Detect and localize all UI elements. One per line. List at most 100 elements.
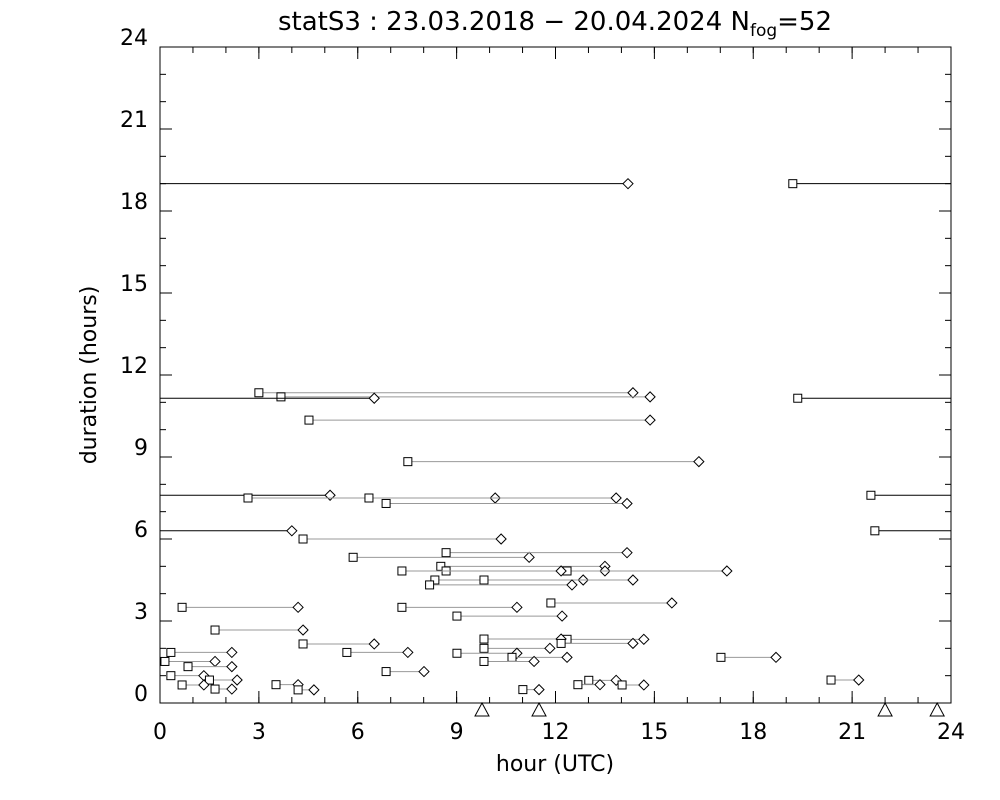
y-tick-label: 24 [120, 26, 148, 51]
end-marker [644, 391, 656, 403]
start-marker [276, 392, 286, 402]
start-marker [243, 493, 253, 503]
end-marker [402, 646, 414, 659]
axis-triangle [474, 701, 490, 717]
start-marker [430, 575, 440, 585]
plot-frame [159, 46, 952, 704]
end-marker [368, 392, 380, 404]
start-marker [403, 457, 413, 467]
start-marker [177, 680, 187, 690]
x-tick-label: 12 [542, 720, 570, 745]
end-marker [666, 597, 678, 609]
y-tick-label: 18 [120, 190, 148, 215]
end-marker [621, 546, 633, 559]
end-marker [621, 497, 633, 510]
end-marker [622, 177, 634, 190]
start-marker [204, 675, 214, 685]
start-marker [381, 667, 391, 677]
end-marker [721, 565, 733, 577]
start-marker [573, 680, 583, 690]
end-marker [627, 637, 639, 650]
start-marker [397, 566, 407, 576]
start-marker [160, 656, 170, 666]
x-tick-label: 24 [937, 720, 965, 745]
end-marker [610, 492, 622, 504]
start-marker [348, 552, 358, 562]
start-marker [304, 415, 314, 425]
end-marker [770, 651, 782, 664]
start-marker [788, 179, 798, 189]
start-marker [479, 634, 489, 644]
start-marker [556, 638, 566, 648]
start-marker [793, 393, 803, 403]
start-marker [507, 652, 517, 662]
y-tick-label: 6 [134, 518, 148, 543]
end-marker [495, 533, 507, 545]
start-marker [271, 680, 281, 690]
start-marker [866, 490, 876, 500]
start-marker [584, 675, 594, 685]
end-marker [544, 642, 556, 655]
x-axis-label: hour (UTC) [496, 752, 614, 777]
end-marker [226, 683, 238, 695]
start-marker [364, 493, 374, 503]
y-tick-label: 9 [134, 436, 148, 461]
end-marker [556, 610, 568, 622]
start-marker [210, 684, 220, 694]
end-marker [561, 651, 573, 664]
y-tick-label: 21 [120, 108, 148, 133]
x-tick-label: 21 [838, 720, 866, 745]
x-tick-label: 3 [252, 720, 266, 745]
end-marker [418, 665, 430, 678]
end-marker [231, 674, 243, 686]
end-marker [511, 647, 523, 659]
start-marker [870, 526, 880, 536]
end-marker [226, 646, 238, 659]
title-main: statS3 : 23.03.2018 − 20.04.2024 N [278, 7, 750, 37]
end-marker [523, 551, 535, 564]
start-marker [425, 580, 435, 590]
x-tick-label: 9 [450, 720, 464, 745]
end-marker [566, 579, 578, 591]
end-marker [627, 574, 639, 586]
end-marker [198, 679, 210, 691]
axis-triangle [929, 701, 945, 717]
start-marker [452, 648, 462, 658]
end-marker [533, 683, 545, 696]
start-marker [441, 548, 451, 558]
start-marker [210, 625, 220, 635]
x-tick-label: 6 [351, 720, 365, 745]
start-marker [479, 643, 489, 653]
title-subscript: fog [750, 21, 777, 41]
start-marker [397, 602, 407, 612]
end-marker [324, 489, 336, 501]
end-marker [594, 678, 606, 691]
start-marker [166, 647, 176, 657]
end-marker [528, 655, 540, 668]
end-marker [638, 633, 650, 646]
y-tick-label: 0 [134, 682, 148, 707]
chart-title: statS3 : 23.03.2018 − 20.04.2024 Nfog=52 [278, 7, 832, 42]
x-tick-label: 18 [739, 720, 767, 745]
start-marker [518, 685, 528, 695]
y-tick-label: 3 [134, 600, 148, 625]
start-marker [436, 561, 446, 571]
start-marker [298, 534, 308, 544]
end-marker [368, 638, 380, 650]
end-marker [627, 387, 639, 399]
end-marker [511, 601, 523, 614]
start-marker [546, 598, 556, 608]
end-marker [644, 414, 656, 426]
start-marker [452, 611, 462, 621]
end-marker [638, 679, 650, 691]
start-marker [177, 602, 187, 612]
end-marker [297, 624, 309, 636]
end-marker [226, 660, 238, 673]
end-marker [292, 601, 304, 614]
start-marker [617, 680, 627, 690]
end-marker [209, 655, 221, 668]
start-marker [479, 575, 489, 585]
start-marker [298, 639, 308, 649]
start-marker [166, 671, 176, 681]
